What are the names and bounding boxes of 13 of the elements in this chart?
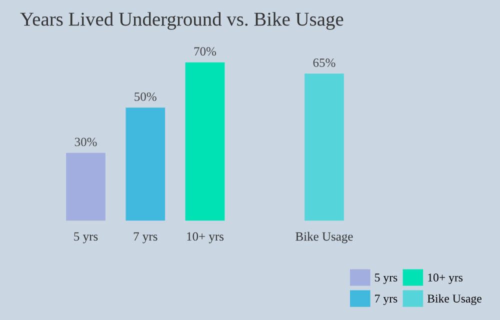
x-tick-label: Bike Usage <box>296 232 353 244</box>
data-label: 50% <box>134 92 156 101</box>
x-tick-label: 5 yrs <box>74 232 98 244</box>
data-label: 30% <box>74 138 97 146</box>
data-label: 65% <box>313 58 336 67</box>
x-tick-label: 10+ yrs <box>187 232 224 244</box>
legend-label: 5 yrs <box>375 274 398 284</box>
legend-label: 10+ yrs <box>428 274 463 284</box>
x-tick-label: 7 yrs <box>134 232 158 244</box>
legend-label: 7 yrs <box>375 294 398 306</box>
data-label: 70% <box>194 47 216 56</box>
chart-title: Years Lived Underground vs. Bike Usage <box>20 12 344 30</box>
legend-label: Bike Usage <box>427 294 482 306</box>
